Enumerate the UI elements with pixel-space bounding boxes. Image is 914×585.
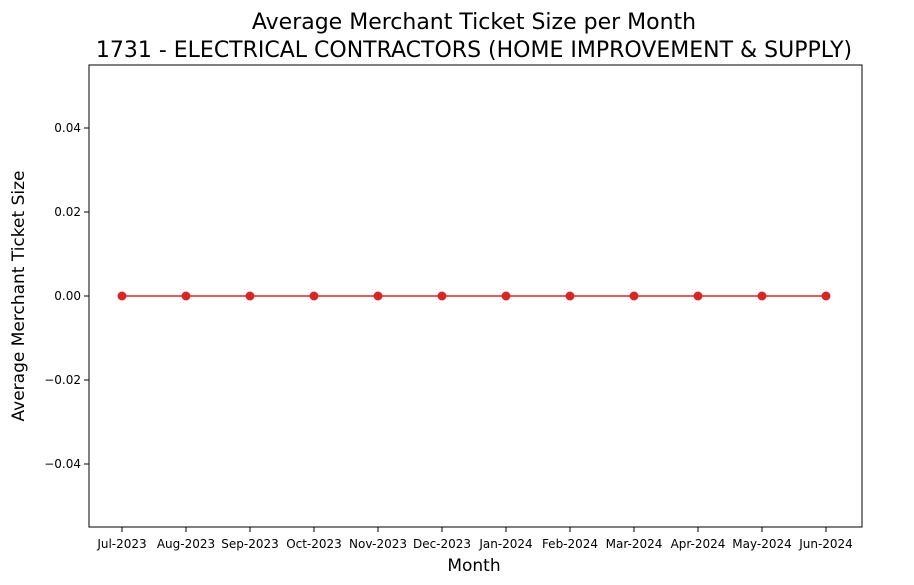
x-tick-label: Jan-2024 bbox=[478, 537, 532, 551]
data-point bbox=[245, 291, 255, 301]
x-tick-label: Sep-2023 bbox=[221, 537, 279, 551]
data-point bbox=[181, 291, 191, 301]
data-point bbox=[501, 291, 511, 301]
x-tick-label: Oct-2023 bbox=[286, 537, 342, 551]
series-layer bbox=[117, 291, 831, 301]
x-tick-label: Jul-2023 bbox=[96, 537, 146, 551]
x-tick-label: Jun-2024 bbox=[798, 537, 853, 551]
x-tick-label: Nov-2023 bbox=[349, 537, 407, 551]
y-axis: −0.04 −0.02 0.00 0.02 0.04 bbox=[44, 121, 89, 471]
x-tick-label: Apr-2024 bbox=[671, 537, 726, 551]
y-tick-label: −0.04 bbox=[44, 457, 81, 471]
y-tick-label: −0.02 bbox=[44, 373, 81, 387]
x-tick-label: Aug-2023 bbox=[157, 537, 215, 551]
x-tick-label: Feb-2024 bbox=[542, 537, 598, 551]
x-tick-label: Mar-2024 bbox=[606, 537, 663, 551]
x-axis-label: Month bbox=[447, 556, 500, 576]
data-point bbox=[437, 291, 447, 301]
y-tick-label: 0.00 bbox=[54, 289, 81, 303]
data-point bbox=[757, 291, 767, 301]
y-tick-label: 0.02 bbox=[54, 205, 81, 219]
data-point bbox=[693, 291, 703, 301]
chart-subtitle: 1731 - ELECTRICAL CONTRACTORS (HOME IMPR… bbox=[96, 38, 852, 63]
y-axis-label: Average Merchant Ticket Size bbox=[9, 171, 29, 422]
data-point bbox=[309, 291, 319, 301]
x-axis: Jul-2023 Aug-2023 Sep-2023 Oct-2023 Nov-2023… bbox=[96, 527, 853, 551]
data-point bbox=[821, 291, 831, 301]
x-tick-label: May-2024 bbox=[732, 537, 791, 551]
data-point bbox=[629, 291, 639, 301]
data-point bbox=[373, 291, 383, 301]
data-point bbox=[565, 291, 575, 301]
data-point bbox=[117, 291, 127, 301]
chart-title: Average Merchant Ticket Size per Month bbox=[252, 10, 696, 35]
y-tick-label: 0.04 bbox=[54, 121, 81, 135]
x-tick-label: Dec-2023 bbox=[413, 537, 471, 551]
